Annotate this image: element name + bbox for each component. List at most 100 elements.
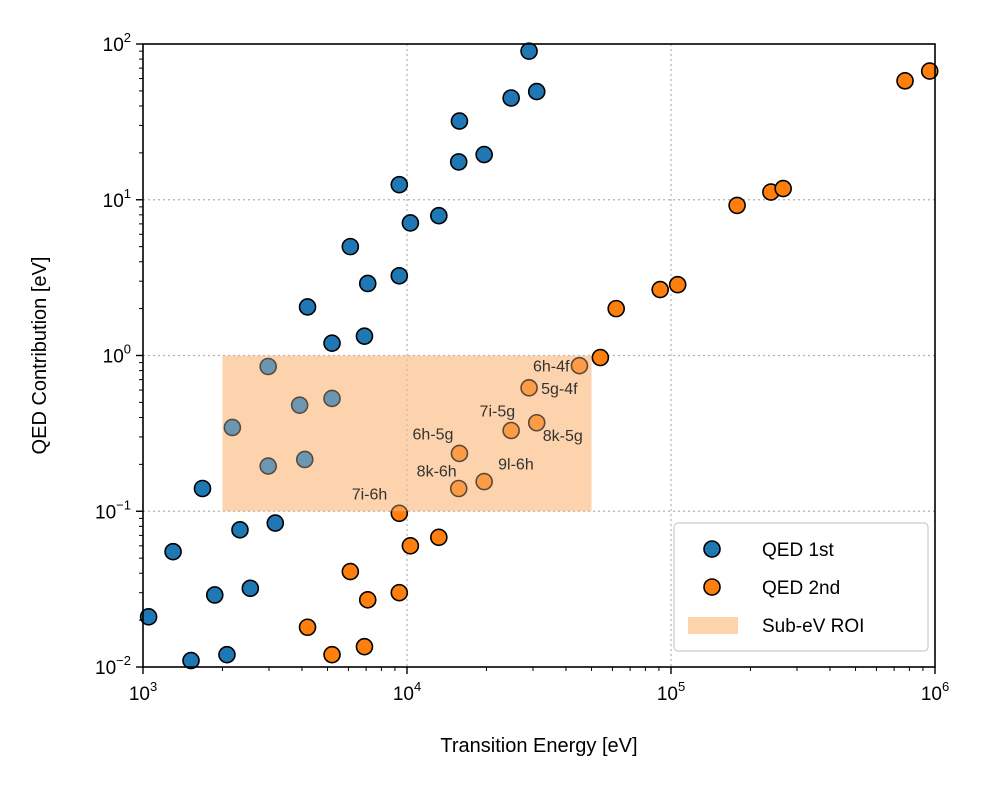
data-point <box>139 608 158 626</box>
x-tick-exponent: 3 <box>150 679 157 694</box>
data-point <box>449 153 468 171</box>
x-tick-exponent: 6 <box>942 679 949 694</box>
data-point <box>607 299 625 318</box>
data-point <box>218 645 236 664</box>
data-point <box>323 645 341 664</box>
data-point <box>401 214 420 232</box>
y-tick-label: 102 <box>103 30 131 56</box>
data-point <box>527 413 546 432</box>
data-point <box>774 179 792 198</box>
x-tick-label: 105 <box>657 679 685 705</box>
data-point <box>355 637 374 656</box>
data-point <box>164 542 182 561</box>
data-point <box>390 504 409 523</box>
data-point <box>520 379 538 397</box>
data-point <box>231 521 249 539</box>
data-point <box>591 348 610 367</box>
data-point <box>358 591 377 609</box>
y-tick-base: 10 <box>95 502 116 523</box>
series-1 <box>139 42 546 670</box>
data-point <box>450 444 469 463</box>
data-point <box>502 421 520 440</box>
data-point <box>390 583 409 602</box>
legend-marker <box>703 578 721 596</box>
data-point <box>205 586 224 604</box>
data-point <box>241 579 260 598</box>
y-tick-base: 10 <box>95 658 116 679</box>
point-annotation: 5g-4f <box>541 381 578 398</box>
x-axis-label: Transition Energy [eV] <box>440 735 637 757</box>
x-tick-label: 103 <box>129 679 157 705</box>
y-axis-label: QED Contribution [eV] <box>29 257 51 455</box>
data-point <box>502 89 520 107</box>
data-point <box>259 457 277 475</box>
roi-overlay <box>222 355 592 512</box>
point-annotation: 6h-5g <box>413 426 454 443</box>
y-tick-exponent: 0 <box>124 342 131 357</box>
y-tick-base: 10 <box>103 191 124 212</box>
data-point <box>182 651 200 670</box>
y-tick-label: 101 <box>103 186 131 212</box>
legend-marker <box>703 540 721 558</box>
y-tick-exponent: 2 <box>124 30 131 45</box>
data-point <box>259 357 277 376</box>
data-point <box>520 42 538 60</box>
y-tick-base: 10 <box>103 347 124 368</box>
point-annotation: 9l-6h <box>498 457 534 474</box>
data-point <box>298 298 317 316</box>
point-annotation: 8k-5g <box>543 428 583 445</box>
data-point <box>570 356 589 375</box>
data-point <box>668 275 687 294</box>
x-tick-exponent: 4 <box>414 679 421 694</box>
data-point <box>223 418 242 437</box>
x-tick-label: 104 <box>393 679 421 705</box>
y-tick-exponent: 1 <box>124 186 131 201</box>
x-tick-base: 10 <box>393 684 414 705</box>
data-point <box>430 528 448 547</box>
x-tick-base: 10 <box>657 684 678 705</box>
point-annotation: 6h-4f <box>533 359 570 376</box>
data-point <box>358 274 377 293</box>
point-annotation: 7i-5g <box>480 403 516 420</box>
x-tick-exponent: 5 <box>678 679 685 694</box>
y-tick-label: 100 <box>103 342 131 368</box>
data-point <box>401 537 420 555</box>
data-point <box>475 145 493 164</box>
point-annotation: 8k-6h <box>417 463 457 480</box>
data-point <box>449 479 468 498</box>
data-point <box>298 618 317 637</box>
x-tick-base: 10 <box>129 684 150 705</box>
data-point <box>341 237 360 256</box>
data-point <box>341 562 360 581</box>
data-point <box>920 62 939 80</box>
x-tick-label: 106 <box>921 679 949 705</box>
data-point <box>430 206 448 225</box>
data-point <box>295 450 314 469</box>
data-point <box>323 389 341 408</box>
x-tick-base: 10 <box>921 684 942 705</box>
data-point <box>651 280 669 299</box>
data-point <box>475 472 493 491</box>
data-point <box>390 175 409 194</box>
y-tick-exponent: −2 <box>116 653 131 668</box>
y-tick-label: 10−2 <box>95 653 131 679</box>
legend-label: Sub-eV ROI <box>762 616 864 637</box>
y-tick-exponent: −1 <box>116 497 131 512</box>
data-point <box>266 514 285 532</box>
data-point <box>527 82 546 101</box>
data-point <box>390 266 409 285</box>
data-point <box>896 72 914 90</box>
legend-label: QED 2nd <box>762 578 840 599</box>
series-2 <box>298 62 939 664</box>
y-tick-label: 10−1 <box>95 497 131 523</box>
data-point <box>450 112 469 130</box>
data-point <box>355 327 374 346</box>
data-point <box>728 196 746 215</box>
y-tick-base: 10 <box>103 35 124 56</box>
data-point <box>193 479 212 498</box>
data-point <box>323 334 341 352</box>
legend-patch <box>688 617 738 634</box>
point-annotation: 7i-6h <box>352 486 388 503</box>
legend-label: QED 1st <box>762 540 835 561</box>
